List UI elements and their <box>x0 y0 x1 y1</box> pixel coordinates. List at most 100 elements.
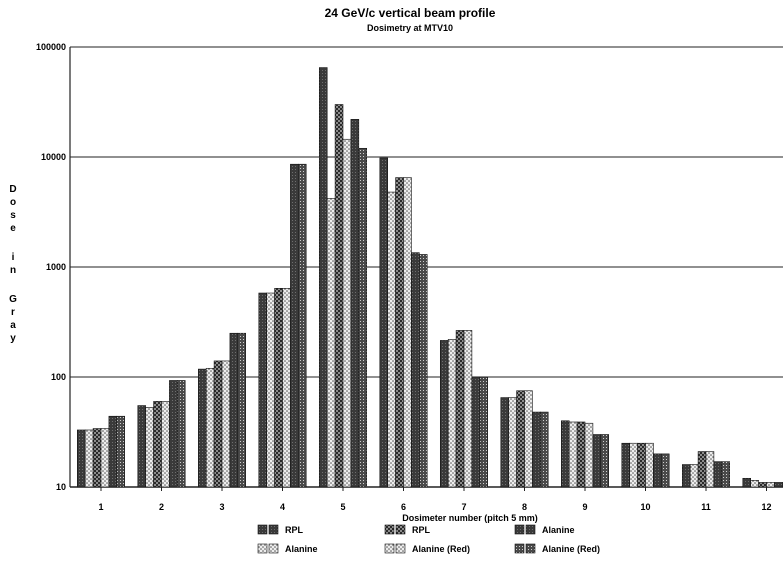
y-axis-label-char: i <box>12 252 15 263</box>
legend-swatch <box>384 543 395 554</box>
legend-swatch <box>525 524 536 535</box>
chart-subtitle: Dosimetry at MTV10 <box>367 23 453 33</box>
legend-swatch <box>268 543 279 554</box>
y-axis-label-char: G <box>9 294 17 305</box>
legend-swatch <box>384 524 395 535</box>
bar <box>532 411 541 488</box>
y-tick-label: 10000 <box>41 152 66 162</box>
bar <box>379 157 388 488</box>
legend-swatch <box>514 543 525 554</box>
x-tick-label: 8 <box>522 502 527 512</box>
bar <box>592 434 602 488</box>
bar <box>500 397 509 488</box>
x-tick-label: 7 <box>461 502 466 512</box>
bar <box>395 177 404 488</box>
bar <box>358 147 367 488</box>
y-axis-label-char: a <box>10 320 16 331</box>
bar <box>237 332 247 488</box>
bar <box>145 407 154 488</box>
bar <box>108 415 118 488</box>
bar <box>584 422 594 488</box>
y-tick-label: 100 <box>51 372 66 382</box>
bar <box>508 397 517 488</box>
bar <box>576 421 586 488</box>
bar <box>100 428 110 488</box>
bar <box>205 367 215 488</box>
legend-swatch <box>257 543 268 554</box>
bar <box>84 429 94 488</box>
bar <box>274 288 283 488</box>
bar <box>258 292 267 488</box>
legend-swatch <box>514 524 525 535</box>
x-tick-label: 12 <box>761 502 771 512</box>
y-axis-label-char: y <box>10 333 16 344</box>
y-axis-label-char: n <box>10 265 16 276</box>
bar <box>516 390 525 488</box>
bar <box>463 330 473 488</box>
bar <box>697 451 707 488</box>
y-tick-label: 10 <box>56 482 66 492</box>
bar <box>403 177 412 488</box>
y-axis-label-char: r <box>11 307 15 318</box>
x-tick-label: 9 <box>582 502 587 512</box>
x-tick-labels: 1 2 3 4 5 6 7 8 9 10 11 12 <box>98 487 772 512</box>
bar <box>153 401 162 488</box>
x-tick-label: 3 <box>219 502 224 512</box>
bar <box>560 420 570 488</box>
bar <box>471 376 481 488</box>
legend-label: RPL <box>285 525 304 535</box>
bar <box>660 453 670 488</box>
bar <box>629 442 638 488</box>
legend-label: Alanine <box>542 525 575 535</box>
bar <box>169 380 178 488</box>
bar <box>266 292 275 488</box>
bar <box>721 461 730 488</box>
bar <box>705 451 715 488</box>
bar <box>539 411 549 488</box>
x-tick-label: 10 <box>640 502 650 512</box>
bar <box>645 442 654 488</box>
bar <box>653 453 662 488</box>
legend-label: Alanine (Red) <box>412 544 470 554</box>
bar <box>750 480 759 488</box>
bar <box>137 405 147 488</box>
bar <box>742 477 751 488</box>
bar <box>524 390 533 488</box>
bar <box>411 252 420 488</box>
x-tick-label: 6 <box>401 502 406 512</box>
legend: RPL Alanine RPL Alanine (Red) Alanine Alanine… <box>257 524 600 554</box>
bar <box>92 428 102 488</box>
legend-swatch <box>257 524 268 535</box>
legend-label: RPL <box>412 525 431 535</box>
bar <box>455 330 465 488</box>
bar <box>681 464 691 488</box>
bar <box>318 67 328 488</box>
y-axis-label-char: D <box>9 184 16 195</box>
bar <box>600 434 609 488</box>
bar <box>621 442 630 488</box>
bar <box>116 415 126 488</box>
legend-swatch <box>395 543 406 554</box>
bar <box>758 482 767 488</box>
bar <box>290 163 299 488</box>
bar <box>334 104 344 488</box>
x-tick-label: 2 <box>159 502 164 512</box>
y-tick-labels: 10 100 1000 10000 100000 <box>36 42 66 492</box>
bars <box>77 67 783 488</box>
bar <box>221 360 231 488</box>
legend-swatch <box>525 543 536 554</box>
legend-label: Alanine <box>285 544 318 554</box>
bar <box>77 429 86 488</box>
bar <box>447 339 457 488</box>
bar <box>766 482 775 488</box>
chart-title: 24 GeV/c vertical beam profile <box>325 6 496 20</box>
legend-label: Alanine (Red) <box>542 544 600 554</box>
y-tick-label: 1000 <box>46 262 66 272</box>
y-axis-label-char: e <box>10 223 16 234</box>
bar <box>439 340 449 488</box>
y-axis-label-char: o <box>10 197 16 208</box>
bar <box>568 421 578 488</box>
bar <box>350 119 360 488</box>
